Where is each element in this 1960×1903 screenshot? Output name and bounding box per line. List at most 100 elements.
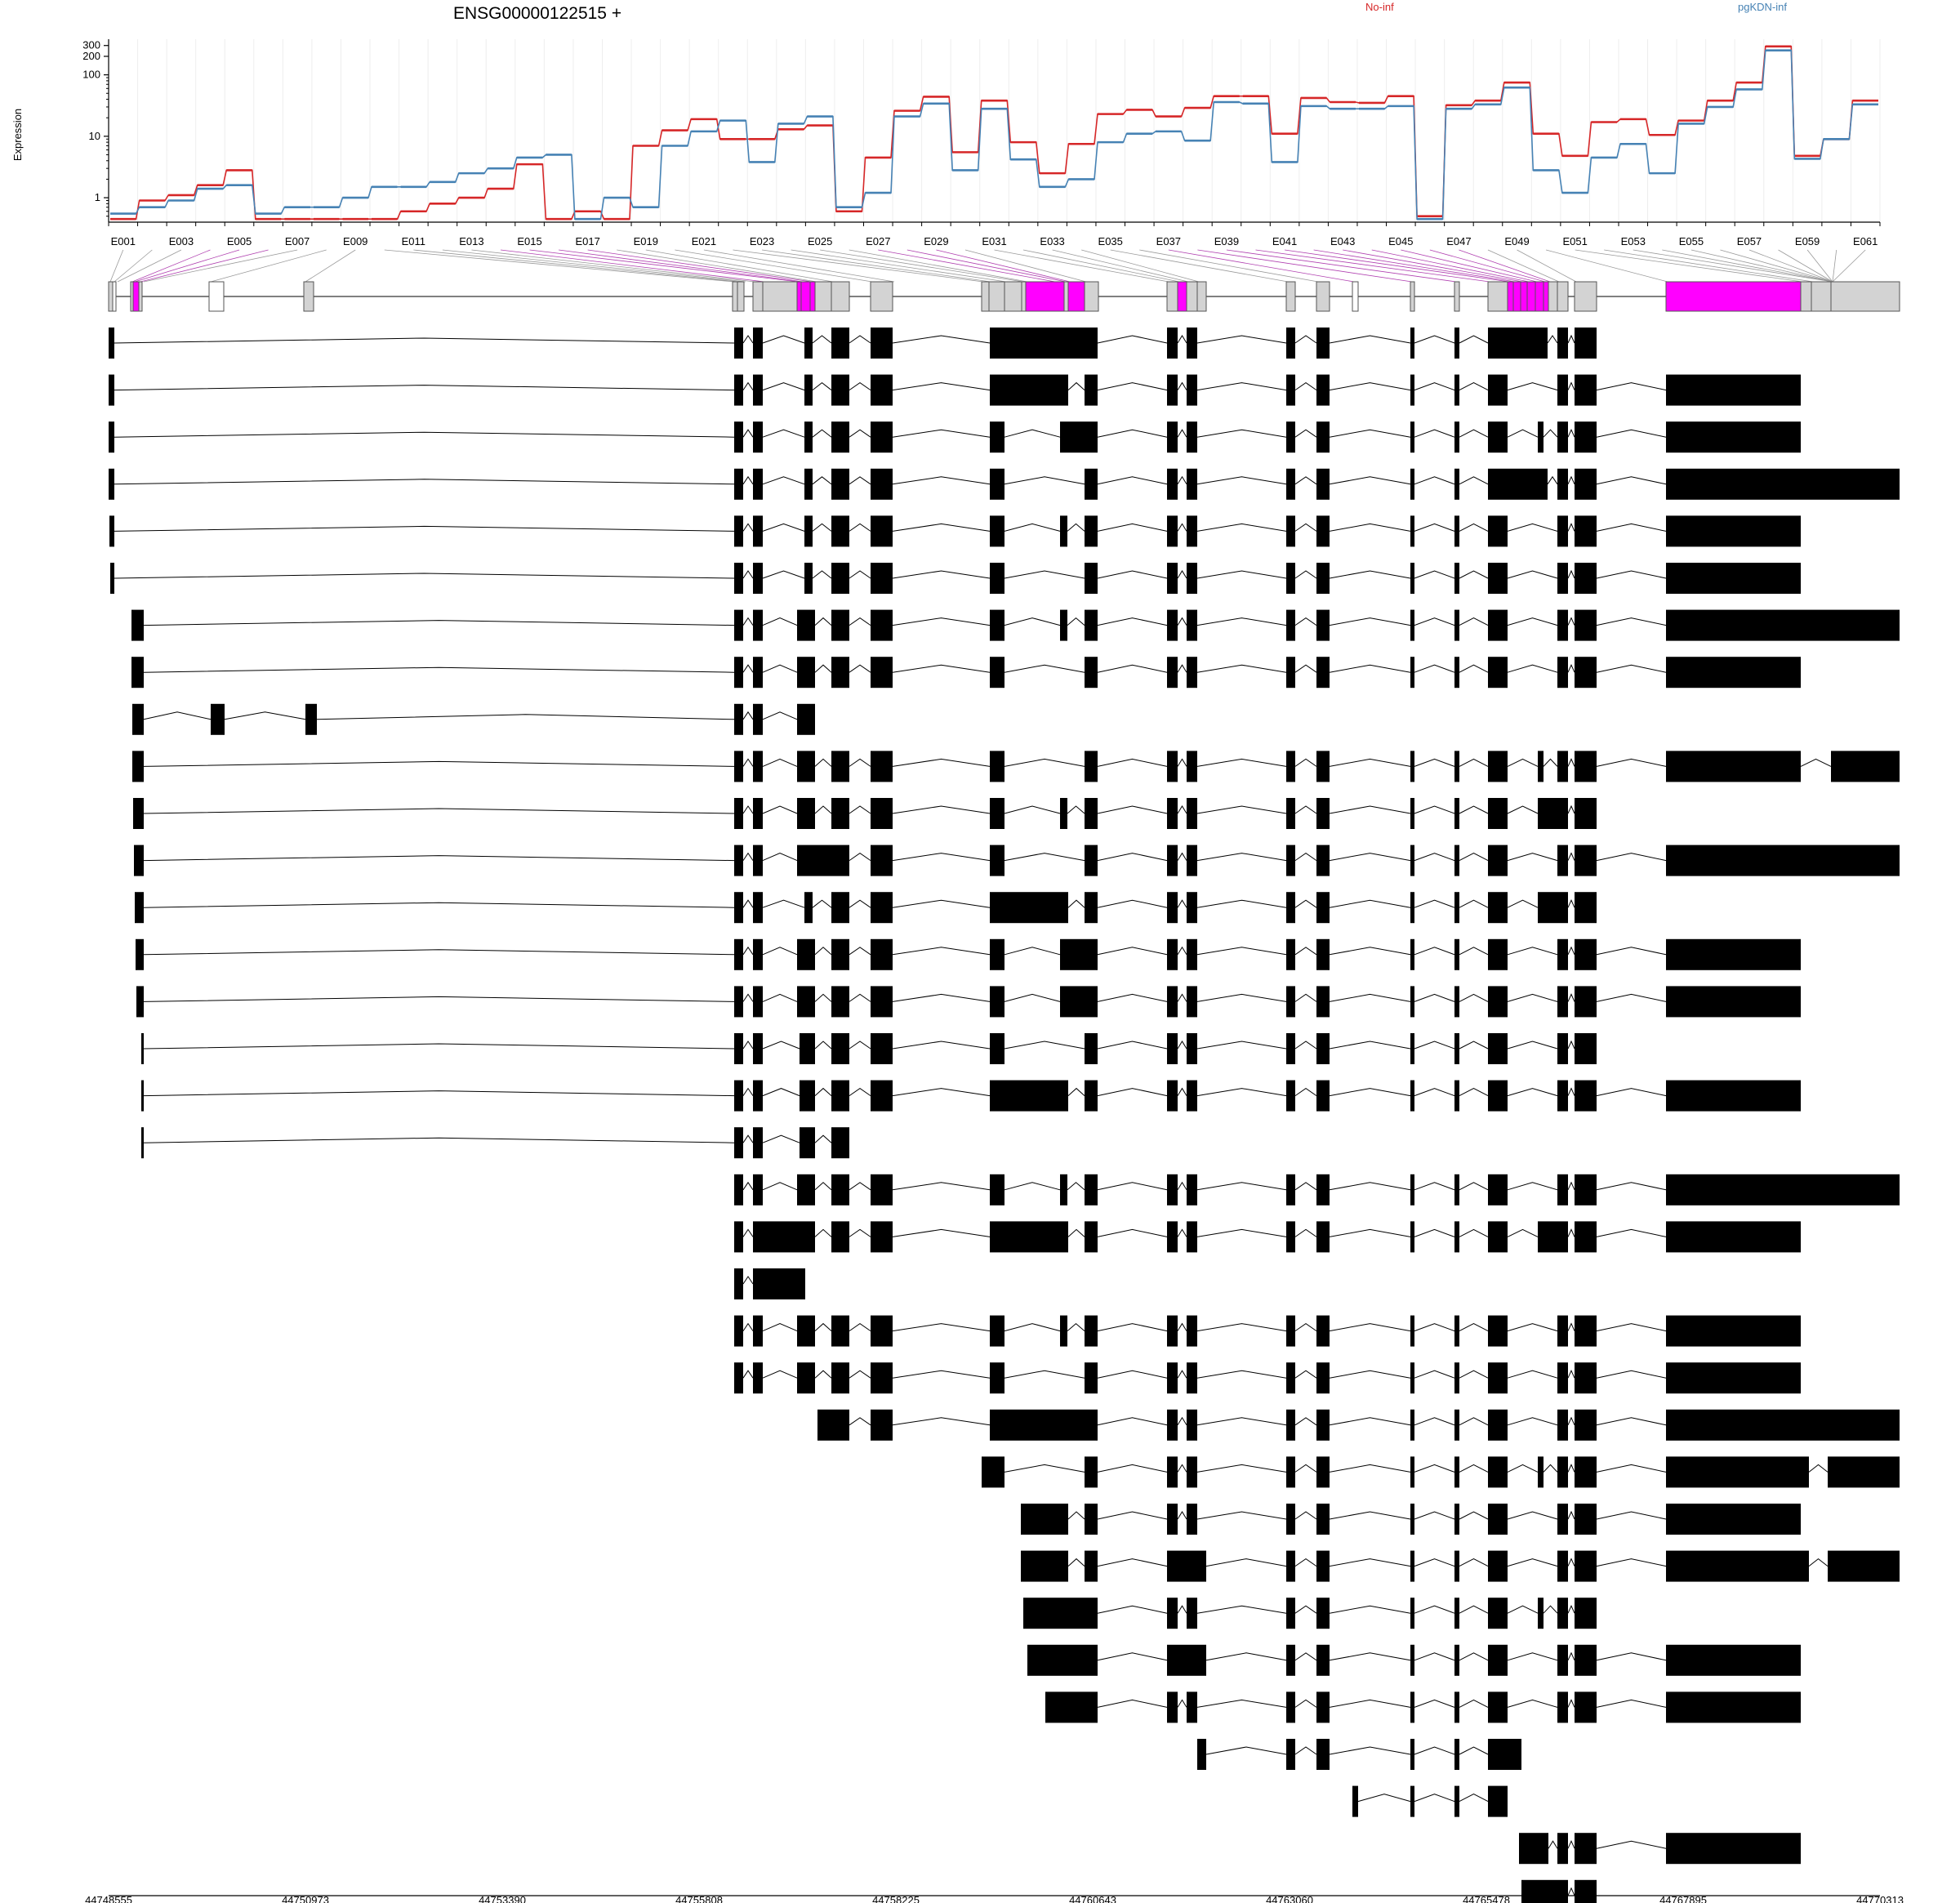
y-tick-label: 10	[89, 130, 100, 142]
transcript-intron	[849, 570, 871, 579]
transcript-exon	[1557, 1409, 1568, 1441]
exon-connector-line	[1285, 249, 1510, 283]
transcript-exon	[1575, 563, 1597, 594]
transcript-exon	[1167, 798, 1178, 829]
transcript-intron	[1294, 570, 1317, 579]
exon-connector-line	[1052, 249, 1189, 283]
transcript-exon	[817, 1409, 849, 1441]
exon-connector-line	[820, 249, 1024, 283]
genomic-axis: 44748555 44750973 44753390 44755808 44758225…	[85, 1894, 1904, 1903]
transcript-exon	[1316, 1598, 1330, 1629]
transcript-intron	[1067, 1087, 1085, 1096]
transcript-intron	[1294, 381, 1317, 391]
gene-model-exon	[1526, 281, 1536, 312]
transcript-exon	[1488, 1221, 1508, 1253]
transcript-exon	[734, 938, 743, 970]
transcript-exon	[734, 328, 743, 359]
transcript-exon	[1454, 328, 1459, 359]
transcript-exon	[797, 657, 815, 689]
exon-connector-line	[1371, 249, 1530, 283]
transcript-exon	[1575, 1833, 1597, 1865]
transcript-exon	[1085, 468, 1098, 500]
transcript-intron	[1196, 617, 1287, 626]
transcript-exon	[1666, 1174, 1900, 1206]
transcript-intron	[143, 949, 735, 956]
genomic-axis-label: 44753390	[479, 1894, 526, 1903]
x-tick-label: E033	[1040, 235, 1064, 247]
transcript-exon	[831, 657, 849, 689]
transcript-exon	[1167, 468, 1178, 500]
transcript-exon	[1557, 1550, 1568, 1582]
transcript-exon	[871, 892, 893, 924]
transcript-intron	[742, 1322, 754, 1331]
transcript-exon	[1454, 1174, 1459, 1206]
transcript-intron	[1196, 335, 1287, 344]
transcript-exon	[1454, 1221, 1459, 1253]
transcript-intron	[1459, 335, 1489, 344]
gene-model-exon	[303, 281, 314, 312]
x-tick-label: E027	[866, 235, 890, 247]
transcript-exon	[1085, 1221, 1098, 1253]
transcript-intron	[1294, 1322, 1317, 1332]
legend-no-inf: No-inf	[1365, 1, 1394, 13]
exon-connector-line	[500, 249, 765, 283]
transcript-intron	[742, 993, 754, 1002]
transcript-exon	[1167, 1550, 1206, 1582]
transcript-exon	[1575, 1221, 1597, 1253]
transcript-intron	[892, 1370, 991, 1379]
transcript-intron	[849, 1228, 871, 1237]
transcript-intron	[892, 335, 991, 344]
transcript-exon	[1167, 1362, 1178, 1394]
transcript-exon	[1521, 1879, 1568, 1903]
transcript-exon	[831, 751, 849, 782]
transcript-intron	[143, 808, 735, 814]
transcript-intron	[1507, 1511, 1558, 1520]
transcript-row	[734, 1174, 1900, 1206]
transcript-exon	[734, 468, 743, 500]
transcript-intron	[1459, 1088, 1489, 1097]
transcript-exon	[1666, 938, 1801, 970]
transcript-exon	[831, 892, 849, 924]
transcript-exon	[1557, 374, 1568, 406]
x-tick-label: E049	[1504, 235, 1529, 247]
transcript-exon	[1828, 1456, 1900, 1488]
transcript-intron	[1294, 1087, 1317, 1097]
transcript-intron	[742, 1370, 754, 1379]
transcript-exon	[1085, 609, 1098, 641]
transcript-intron	[1177, 1511, 1187, 1520]
gene-model-exon	[737, 281, 745, 312]
transcript-exon	[1316, 1456, 1330, 1488]
transcript-intron	[1004, 617, 1061, 626]
transcript-intron	[762, 1134, 800, 1143]
transcript-exon	[1410, 1456, 1414, 1488]
transcript-exon	[1187, 1456, 1197, 1488]
transcript-intron	[1567, 1604, 1575, 1614]
transcript-exon	[990, 657, 1004, 689]
transcript-intron	[849, 899, 871, 908]
transcript-intron	[1097, 1417, 1168, 1426]
transcript-exon	[1167, 1315, 1178, 1347]
x-tick-label: E001	[111, 235, 136, 247]
transcript-exon	[1454, 1691, 1459, 1723]
exon-connector-line	[1633, 249, 1833, 283]
transcript-intron	[892, 1041, 991, 1050]
transcript-intron	[1097, 899, 1168, 908]
exon-connector-line	[1545, 249, 1668, 283]
transcript-intron	[143, 760, 735, 767]
transcript-intron	[1567, 1369, 1575, 1379]
transcript-exon	[1316, 1691, 1330, 1723]
transcript-exon	[1488, 421, 1508, 453]
transcript-exon	[1023, 1598, 1098, 1629]
x-tick-label: E051	[1562, 235, 1587, 247]
legend-pgkdn-inf: pgKDN-inf	[1738, 1, 1787, 13]
transcript-exon	[1557, 1456, 1568, 1488]
transcript-intron	[1294, 1605, 1317, 1614]
transcript-intron	[1177, 1605, 1187, 1614]
transcript-intron	[1067, 381, 1085, 390]
transcript-intron	[1097, 523, 1168, 532]
exon-connector-line	[1778, 249, 1833, 283]
transcript-exon	[753, 1362, 763, 1394]
transcript-exon	[1167, 986, 1178, 1018]
transcript-intron	[143, 666, 735, 673]
transcript-exon	[1286, 986, 1295, 1018]
